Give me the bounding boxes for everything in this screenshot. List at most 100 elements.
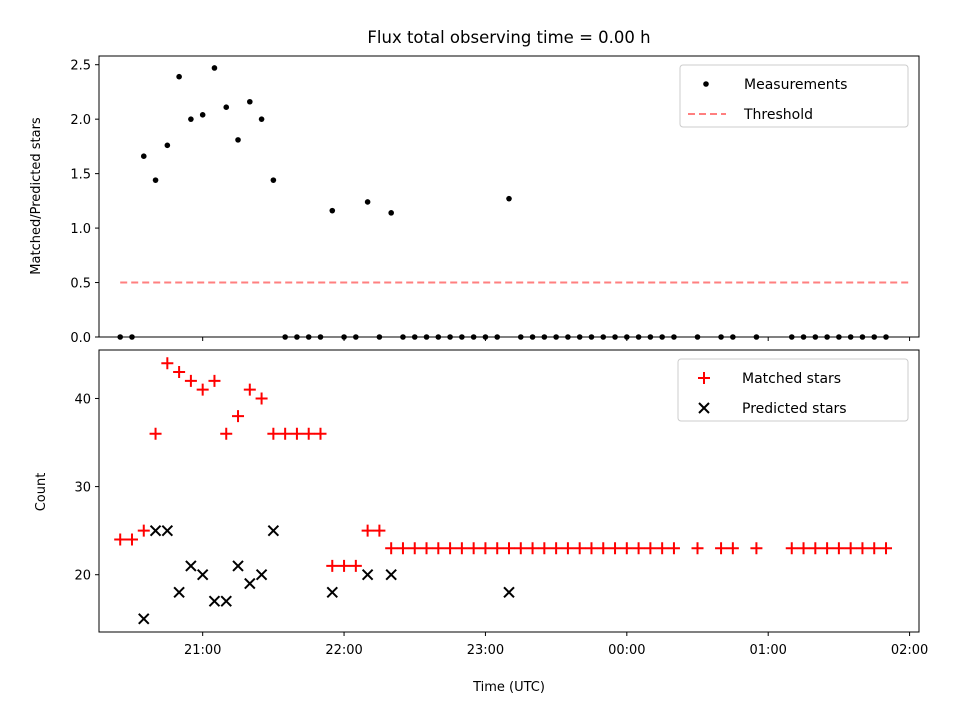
matched-star-point <box>161 357 174 370</box>
measurement-point <box>294 334 300 340</box>
predicted-star-point <box>244 577 256 590</box>
measurement-point <box>341 334 347 340</box>
matched-star-point <box>220 427 233 440</box>
measurement-point <box>836 334 842 340</box>
measurement-point <box>188 116 194 122</box>
axes-frame <box>98 349 920 633</box>
matched-star-point <box>785 542 798 555</box>
legend-predicted-swatch <box>698 402 710 414</box>
measurement-point <box>282 334 288 340</box>
measurement-point <box>223 104 230 110</box>
matched-star-point <box>620 542 633 555</box>
measurement-point <box>694 334 701 340</box>
measurement-point <box>635 334 642 340</box>
measurement-point <box>494 334 501 340</box>
matched-star-point <box>526 542 539 555</box>
matched-star-point <box>184 374 197 387</box>
y-tick-label: 1.0 <box>70 222 91 237</box>
matched-star-point <box>479 542 492 555</box>
matched-star-point <box>279 427 292 440</box>
predicted-star-point <box>185 560 197 572</box>
x-tick-label: 02:00 <box>891 643 928 658</box>
measurement-point <box>164 142 171 149</box>
matched-star-point <box>656 542 669 555</box>
matched-star-point <box>597 542 610 555</box>
measurement-point <box>647 334 654 340</box>
matched-star-point <box>573 542 586 555</box>
predicted-star-point <box>208 595 221 607</box>
matched-star-point <box>396 542 409 555</box>
matched-star-point <box>196 383 209 396</box>
matched-star-point <box>114 533 127 546</box>
matched-star-point <box>302 427 315 440</box>
measurement-point <box>459 334 465 340</box>
measurement-point <box>788 334 795 340</box>
matched-star-point <box>290 427 303 440</box>
measurement-point <box>129 334 135 340</box>
matched-star-point <box>667 542 680 555</box>
legend-measurement-swatch <box>703 81 709 87</box>
predicted-star-point <box>255 569 268 581</box>
measurement-point <box>565 334 571 340</box>
measurement-point <box>812 334 819 340</box>
top-y-axis-label: Matched/Predicted stars <box>29 117 44 275</box>
measurement-point <box>800 334 807 340</box>
axes-frame <box>98 55 920 338</box>
matched-star-point <box>832 542 845 555</box>
legend-entry-label: Predicted stars <box>742 401 847 417</box>
matched-star-point <box>491 542 504 555</box>
measurement-point <box>529 334 536 340</box>
measurement-point <box>753 334 760 340</box>
legend: Matched stars Predicted stars <box>677 358 909 422</box>
matched-star-point <box>408 542 421 555</box>
measurement-point <box>388 210 394 216</box>
measurement-point <box>140 153 147 160</box>
x-axis-label: Time (UTC) <box>472 680 545 695</box>
measurement-point <box>883 334 889 340</box>
measurement-point <box>482 334 489 340</box>
matched-star-point <box>868 542 881 555</box>
measurement-point <box>270 177 277 183</box>
matched-star-point <box>208 374 221 387</box>
predicted-star-point <box>503 586 515 599</box>
measurement-point <box>353 334 359 340</box>
x-tick-label: 00:00 <box>608 643 645 658</box>
predicted-star-point <box>326 586 338 599</box>
y-tick-label: 2.0 <box>70 113 91 128</box>
measurement-point <box>152 177 159 183</box>
matched-star-point <box>420 542 433 555</box>
measurement-point <box>588 334 595 340</box>
matched-star-point <box>726 542 739 555</box>
y-tick-label: 1.5 <box>70 168 91 183</box>
matched-star-point <box>880 542 893 555</box>
matched-star-point <box>750 542 763 555</box>
matched-star-point <box>349 559 362 572</box>
x-tick-label: 01:00 <box>749 643 786 658</box>
matched-star-point <box>585 542 598 555</box>
y-tick-label: 30 <box>74 481 91 496</box>
legend-entry-label: Matched stars <box>742 371 841 387</box>
matched-star-point <box>173 366 186 379</box>
measurement-point <box>305 334 312 340</box>
measurement-point <box>258 116 265 122</box>
predicted-star-point <box>385 569 397 581</box>
measurement-point <box>824 334 830 340</box>
matched-star-point <box>373 524 386 537</box>
matched-star-point <box>644 542 657 555</box>
measurement-point <box>117 334 124 340</box>
matched-star-point <box>691 542 704 555</box>
matched-star-point <box>267 427 280 440</box>
matched-star-point <box>632 542 645 555</box>
measurement-point <box>470 334 477 340</box>
measurement-point <box>423 334 430 340</box>
y-tick-label: 2.5 <box>70 59 91 74</box>
predicted-star-point <box>232 560 244 572</box>
matched-star-point <box>821 542 834 555</box>
measurement-point <box>871 334 878 340</box>
measurement-point <box>211 65 218 71</box>
x-tick-label: 23:00 <box>467 643 504 658</box>
predicted-star-point <box>149 524 162 537</box>
predicted-star-point <box>196 569 209 581</box>
x-tick-label: 22:00 <box>325 643 362 658</box>
